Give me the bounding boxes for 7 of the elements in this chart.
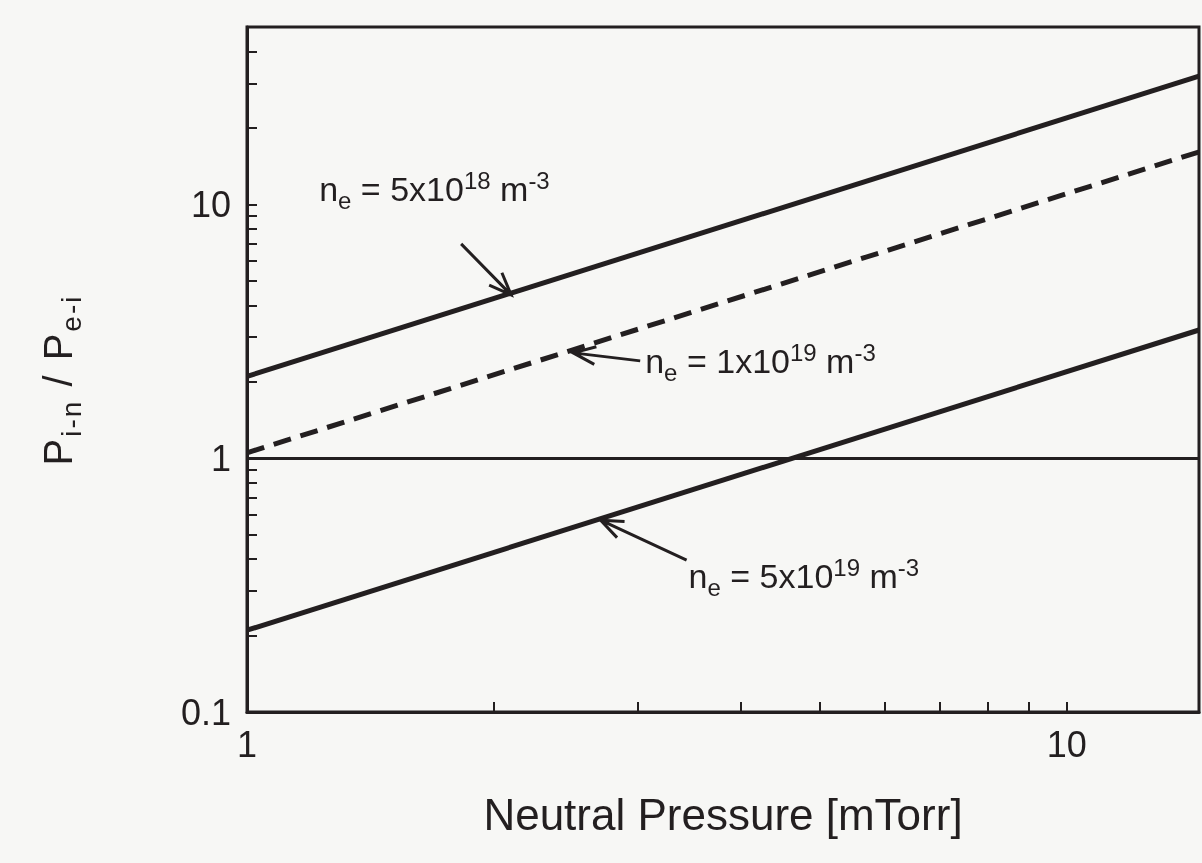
y-tick-label: 10 — [190, 183, 231, 225]
x-axis-title: Neutral Pressure [mTorr] — [483, 789, 963, 839]
annotation: n$_{e}$ = 5x10$^{19}$ m$^{-3}$ — [688, 554, 920, 602]
annotation: n$_{e}$ = 1x10$^{19}$ m$^{-3}$ — [645, 338, 876, 386]
y-tick-label: 1 — [210, 437, 231, 479]
y-tick-label: 0.1 — [180, 691, 231, 733]
annotation: n$_{e}$ = 5x10$^{18}$ m$^{-3}$ — [319, 166, 550, 214]
